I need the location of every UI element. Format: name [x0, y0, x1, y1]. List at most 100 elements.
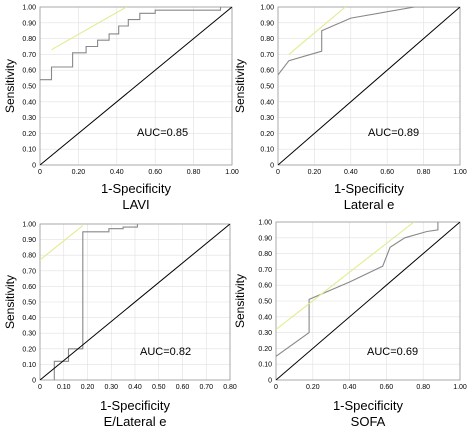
y-tick-label: 1.00 — [260, 5, 274, 12]
x-tick-label: 0.30 — [104, 384, 118, 391]
roc-curve — [276, 222, 439, 357]
y-tick-label: 1.00 — [22, 5, 36, 12]
x-axis-label: 1-Specificity — [334, 181, 405, 196]
y-tick-label: 0.60 — [22, 284, 36, 291]
x-tick-label: 0 — [38, 384, 42, 391]
y-tick-label: 0.90 — [258, 235, 272, 242]
x-tick-label: 0 — [38, 169, 42, 176]
y-tick-label: 0.40 — [260, 99, 274, 106]
y-tick-label: 0.10 — [260, 147, 274, 154]
panel-variable-label: E/Lateral e — [104, 414, 167, 429]
plot-frame — [275, 221, 461, 381]
y-tick-label: 0.10 — [22, 147, 36, 154]
x-tick-label: 0.40 — [343, 384, 357, 391]
x-tick-label: 0.20 — [308, 169, 322, 176]
y-tick-label: 1.00 — [22, 222, 36, 229]
x-tick-label: 0.50 — [152, 384, 166, 391]
y-tick-label: 0.80 — [22, 253, 36, 260]
auc-annotation: AUC=0.69 — [367, 346, 418, 358]
x-tick-label: 0.60 — [380, 384, 394, 391]
y-tick-label: 0.90 — [22, 20, 36, 27]
y-tick-label: 0.90 — [22, 237, 36, 244]
y-tick-label: 0.50 — [258, 299, 272, 306]
x-axis-label: 1-Specificity — [333, 398, 404, 413]
x-tick-label: 0.40 — [128, 384, 142, 391]
x-tick-label: 0.40 — [344, 169, 358, 176]
reference-diagonal — [40, 224, 230, 380]
y-tick-label: 0.70 — [258, 267, 272, 274]
auc-annotation: AUC=0.89 — [368, 127, 419, 139]
y-tick-label: 0.30 — [22, 331, 36, 338]
x-tick-label: 1.00 — [453, 169, 467, 176]
panel-variable-label: Lateral e — [344, 197, 395, 212]
y-tick-label: 0.20 — [258, 346, 272, 353]
x-tick-label: 1.00 — [225, 169, 239, 176]
y-tick-label: 1.00 — [258, 220, 272, 227]
y-tick-label: 0.60 — [260, 68, 274, 75]
y-tick-label: 0.30 — [260, 115, 274, 122]
roc-panel-2: 0 0.10 0.20 0.30 0.40 0.50 0.60 0.70 0.80 0.90 1.0… — [233, 5, 467, 213]
x-tick-label: 0.70 — [199, 384, 213, 391]
x-tick-label: 0.80 — [417, 169, 431, 176]
y-tick-label: 0.10 — [22, 362, 36, 369]
x-tick-label: 0.20 — [306, 384, 320, 391]
roc-curve — [278, 7, 460, 76]
x-tick-label: 0.60 — [148, 169, 162, 176]
y-tick-label: 0 — [268, 378, 272, 385]
y-tick-label: 0.70 — [22, 52, 36, 59]
y-axis-label: Sensitivity — [3, 59, 17, 113]
y-tick-label: 0.60 — [22, 68, 36, 75]
x-axis-label: 1-Specificity — [101, 181, 172, 196]
y-tick-label: 0 — [32, 378, 36, 385]
x-tick-label: 0.80 — [223, 384, 237, 391]
y-tick-label: 0.30 — [22, 115, 36, 122]
y-axis-label: Sensitivity — [233, 59, 247, 113]
y-tick-label: 0.30 — [258, 330, 272, 337]
y-tick-label: 0.70 — [22, 268, 36, 275]
x-tick-label: 0.60 — [380, 169, 394, 176]
roc-curve — [40, 7, 232, 81]
plot-frame — [39, 6, 233, 166]
plot-frame — [277, 6, 461, 166]
x-tick-label: 0.60 — [176, 384, 190, 391]
x-axis-label: 1-Specificity — [100, 398, 171, 413]
y-tick-label: 0.80 — [260, 36, 274, 43]
y-tick-label: 0 — [270, 163, 274, 170]
y-tick-label: 0.80 — [258, 251, 272, 258]
y-tick-label: 0.50 — [22, 300, 36, 307]
y-tick-label: 0.40 — [258, 314, 272, 321]
panel-variable-label: SOFA — [351, 414, 386, 429]
roc-panel-1: 0 0.10 0.20 0.30 0.40 0.50 0.60 0.70 0.80 0.90 1.0… — [3, 5, 239, 213]
x-tick-label: 0.20 — [81, 384, 95, 391]
y-tick-label: 0.40 — [22, 99, 36, 106]
roc-panel-4: 0 0.10 0.20 0.30 0.40 0.50 0.60 0.70 0.80 0.90 1.0… — [233, 220, 467, 430]
y-tick-label: 0.50 — [22, 84, 36, 91]
y-tick-label: 0.60 — [258, 283, 272, 290]
x-tick-label: 0 — [276, 169, 280, 176]
auc-annotation: AUC=0.82 — [140, 346, 191, 358]
y-axis-label: Sensitivity — [3, 275, 17, 329]
reference-diagonal — [276, 222, 460, 380]
x-tick-label: 0.20 — [72, 169, 86, 176]
highlight-line — [40, 225, 84, 261]
x-tick-label: 0 — [274, 384, 278, 391]
y-tick-label: 0.20 — [22, 131, 36, 138]
roc-curve — [53, 224, 138, 380]
auc-annotation: AUC=0.85 — [137, 127, 188, 139]
y-tick-label: 0.50 — [260, 84, 274, 91]
x-tick-label: 0.80 — [187, 169, 201, 176]
y-tick-label: 0.20 — [260, 131, 274, 138]
y-tick-label: 0.70 — [260, 52, 274, 59]
x-tick-label: 0.10 — [57, 384, 71, 391]
x-tick-label: 0.40 — [110, 169, 124, 176]
y-tick-label: 0.10 — [258, 362, 272, 369]
reference-diagonal — [278, 7, 460, 165]
y-tick-label: 0.80 — [22, 36, 36, 43]
highlight-line — [51, 7, 127, 51]
roc-panel-3: 0 0.10 0.20 0.30 0.40 0.50 0.60 0.70 0.80 0.90 1.0… — [3, 222, 237, 430]
plot-frame — [39, 223, 231, 381]
x-tick-label: 0.80 — [416, 384, 430, 391]
y-tick-label: 0.40 — [22, 315, 36, 322]
panel-variable-label: LAVI — [122, 197, 149, 212]
